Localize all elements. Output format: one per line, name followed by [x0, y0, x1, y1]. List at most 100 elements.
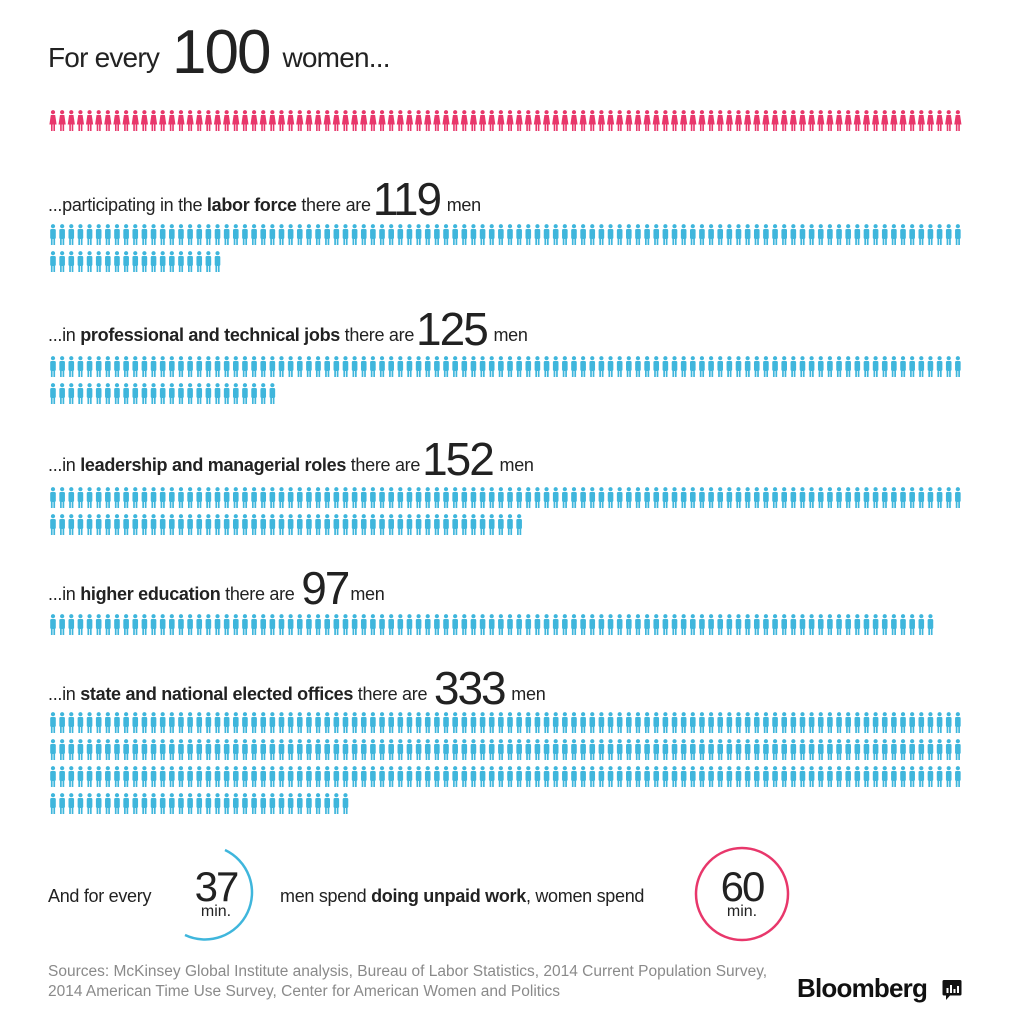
man-figure-icon: [105, 712, 111, 733]
man-figure-icon: [662, 224, 669, 245]
man-figure-icon: [516, 224, 522, 245]
man-figure-icon: [598, 712, 605, 733]
man-figure-icon: [598, 487, 605, 508]
man-figure-icon: [845, 487, 851, 508]
man-figure-icon: [708, 712, 714, 733]
man-figure-icon: [543, 614, 550, 635]
man-figure-icon: [388, 356, 394, 377]
woman-figure-icon: [122, 110, 130, 131]
man-figure-icon: [781, 356, 787, 377]
man-figure-icon: [799, 224, 806, 245]
woman-figure-icon: [287, 110, 295, 131]
man-figure-icon: [214, 356, 221, 377]
man-figure-icon: [808, 739, 815, 760]
man-figure-icon: [150, 224, 157, 245]
man-figure-icon: [744, 487, 751, 508]
man-figure-icon: [717, 712, 724, 733]
man-figure-icon: [662, 487, 669, 508]
man-figure-icon: [178, 251, 184, 272]
man-figure-icon: [269, 712, 276, 733]
man-figure-icon: [580, 487, 586, 508]
man-figure-icon: [626, 766, 632, 787]
man-figure-icon: [187, 383, 193, 404]
man-figure-icon: [360, 739, 367, 760]
woman-figure-icon: [259, 110, 267, 131]
woman-figure-icon: [268, 110, 276, 131]
man-figure-icon: [50, 251, 56, 272]
man-figure-icon: [626, 224, 632, 245]
man-figure-icon: [95, 739, 102, 760]
man-figure-icon: [763, 712, 769, 733]
man-figure-icon: [653, 356, 660, 377]
man-figure-icon: [552, 739, 559, 760]
man-figure-icon: [699, 614, 705, 635]
man-figure-icon: [370, 614, 376, 635]
man-figure-icon: [223, 224, 230, 245]
man-figure-icon: [50, 793, 56, 814]
man-figure-icon: [86, 739, 93, 760]
man-figure-icon: [333, 514, 340, 535]
woman-figure-icon: [680, 110, 688, 131]
man-figure-icon: [872, 487, 879, 508]
man-figure-icon: [863, 224, 870, 245]
man-figure-icon: [516, 514, 522, 535]
man-figure-icon: [653, 487, 660, 508]
man-figure-icon: [817, 614, 824, 635]
man-figure-icon: [498, 356, 504, 377]
man-figure-icon: [507, 487, 513, 508]
man-figure-icon: [488, 356, 495, 377]
man-figure-icon: [498, 712, 504, 733]
woman-figure-icon: [570, 110, 578, 131]
row-label-bold: professional and technical jobs: [80, 325, 340, 345]
man-figure-icon: [242, 487, 248, 508]
man-figure-icon: [123, 793, 129, 814]
man-figure-icon: [479, 766, 486, 787]
man-figure-icon: [918, 224, 925, 245]
woman-figure-icon: [533, 110, 542, 131]
woman-figure-icon: [853, 110, 861, 131]
man-figure-icon: [406, 766, 413, 787]
man-figure-icon: [690, 487, 696, 508]
man-figure-icon: [470, 739, 477, 760]
man-figure-icon: [132, 251, 139, 272]
man-figure-icon: [936, 712, 943, 733]
man-figure-icon: [95, 224, 102, 245]
man-figure-icon: [507, 356, 513, 377]
man-figure-icon: [891, 224, 897, 245]
man-figure-icon: [379, 514, 385, 535]
man-figure-icon: [169, 224, 175, 245]
woman-figure-icon: [415, 110, 423, 131]
man-figure-icon: [251, 793, 257, 814]
man-figure-icon: [488, 739, 495, 760]
man-figure-icon: [571, 739, 577, 760]
woman-figure-icon: [67, 110, 75, 131]
man-figure-icon: [817, 224, 824, 245]
man-figure-icon: [251, 487, 257, 508]
man-figure-icon: [452, 356, 458, 377]
man-figure-icon: [287, 514, 294, 535]
man-figure-icon: [626, 614, 632, 635]
man-figure-icon: [900, 487, 906, 508]
man-figure-icon: [315, 356, 321, 377]
man-figure-icon: [86, 487, 93, 508]
man-figure-icon: [479, 514, 486, 535]
man-figure-icon: [260, 712, 267, 733]
man-figure-icon: [708, 766, 714, 787]
man-figure-icon: [406, 614, 413, 635]
man-figure-icon: [726, 487, 733, 508]
woman-figure-icon: [798, 110, 807, 131]
woman-figure-icon: [734, 110, 743, 131]
man-figure-icon: [95, 614, 102, 635]
man-figure-icon: [379, 766, 385, 787]
woman-figure-icon: [58, 110, 66, 131]
man-figure-icon: [525, 614, 532, 635]
man-figure-icon: [351, 766, 358, 787]
man-figure-icon: [141, 739, 148, 760]
man-figure-icon: [370, 739, 376, 760]
woman-figure-icon: [241, 110, 249, 131]
man-figure-icon: [388, 766, 394, 787]
man-figure-icon: [214, 766, 221, 787]
man-figure-icon: [233, 614, 239, 635]
man-figure-icon: [105, 224, 111, 245]
man-figure-icon: [571, 614, 577, 635]
